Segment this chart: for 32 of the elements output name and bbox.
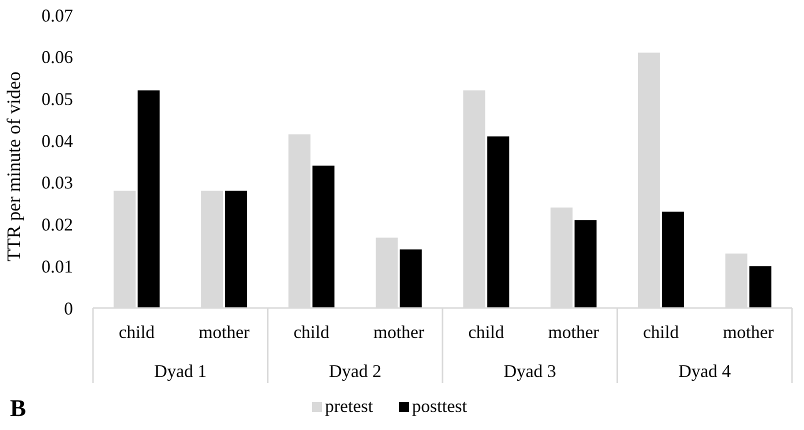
y-tick-label: 0.05	[42, 89, 73, 110]
x-tick-label: mother	[373, 322, 424, 342]
text: Dyad 2	[328, 361, 382, 381]
bar	[312, 166, 334, 308]
bar	[138, 90, 160, 308]
x-tick-label: mother	[548, 322, 600, 342]
y-axis-title: TTR per minute of video	[4, 72, 25, 262]
bar	[574, 220, 597, 308]
y-tick-label: 0	[64, 298, 73, 318]
text: Dyad 1	[154, 361, 207, 381]
y-tick-label: 0.03	[42, 172, 73, 193]
x-tick-label: mother	[722, 322, 774, 342]
bar	[487, 136, 510, 308]
bar	[225, 190, 248, 308]
y-tick-label: 0.07	[42, 5, 73, 26]
x-tick-label: child	[468, 322, 504, 342]
y-tick-label: 0.06	[42, 47, 73, 68]
text: B	[10, 396, 26, 422]
y-tick-label: 0.04	[42, 130, 73, 151]
bar	[400, 249, 422, 308]
x-tick-label: child	[293, 322, 330, 342]
text: Dyad 4	[678, 361, 731, 381]
legend-label: pretest	[325, 396, 373, 416]
x-tick-label: mother	[198, 322, 250, 342]
x-tick-label: child	[118, 322, 155, 342]
text: Dyad 3	[504, 361, 556, 381]
y-tick-label: 0.01	[42, 256, 73, 276]
bar	[749, 266, 772, 308]
y-tick-label: 0.02	[42, 214, 73, 235]
x-tick-label: child	[642, 322, 679, 342]
bar	[662, 212, 684, 308]
legend-label: posttest	[412, 396, 468, 416]
